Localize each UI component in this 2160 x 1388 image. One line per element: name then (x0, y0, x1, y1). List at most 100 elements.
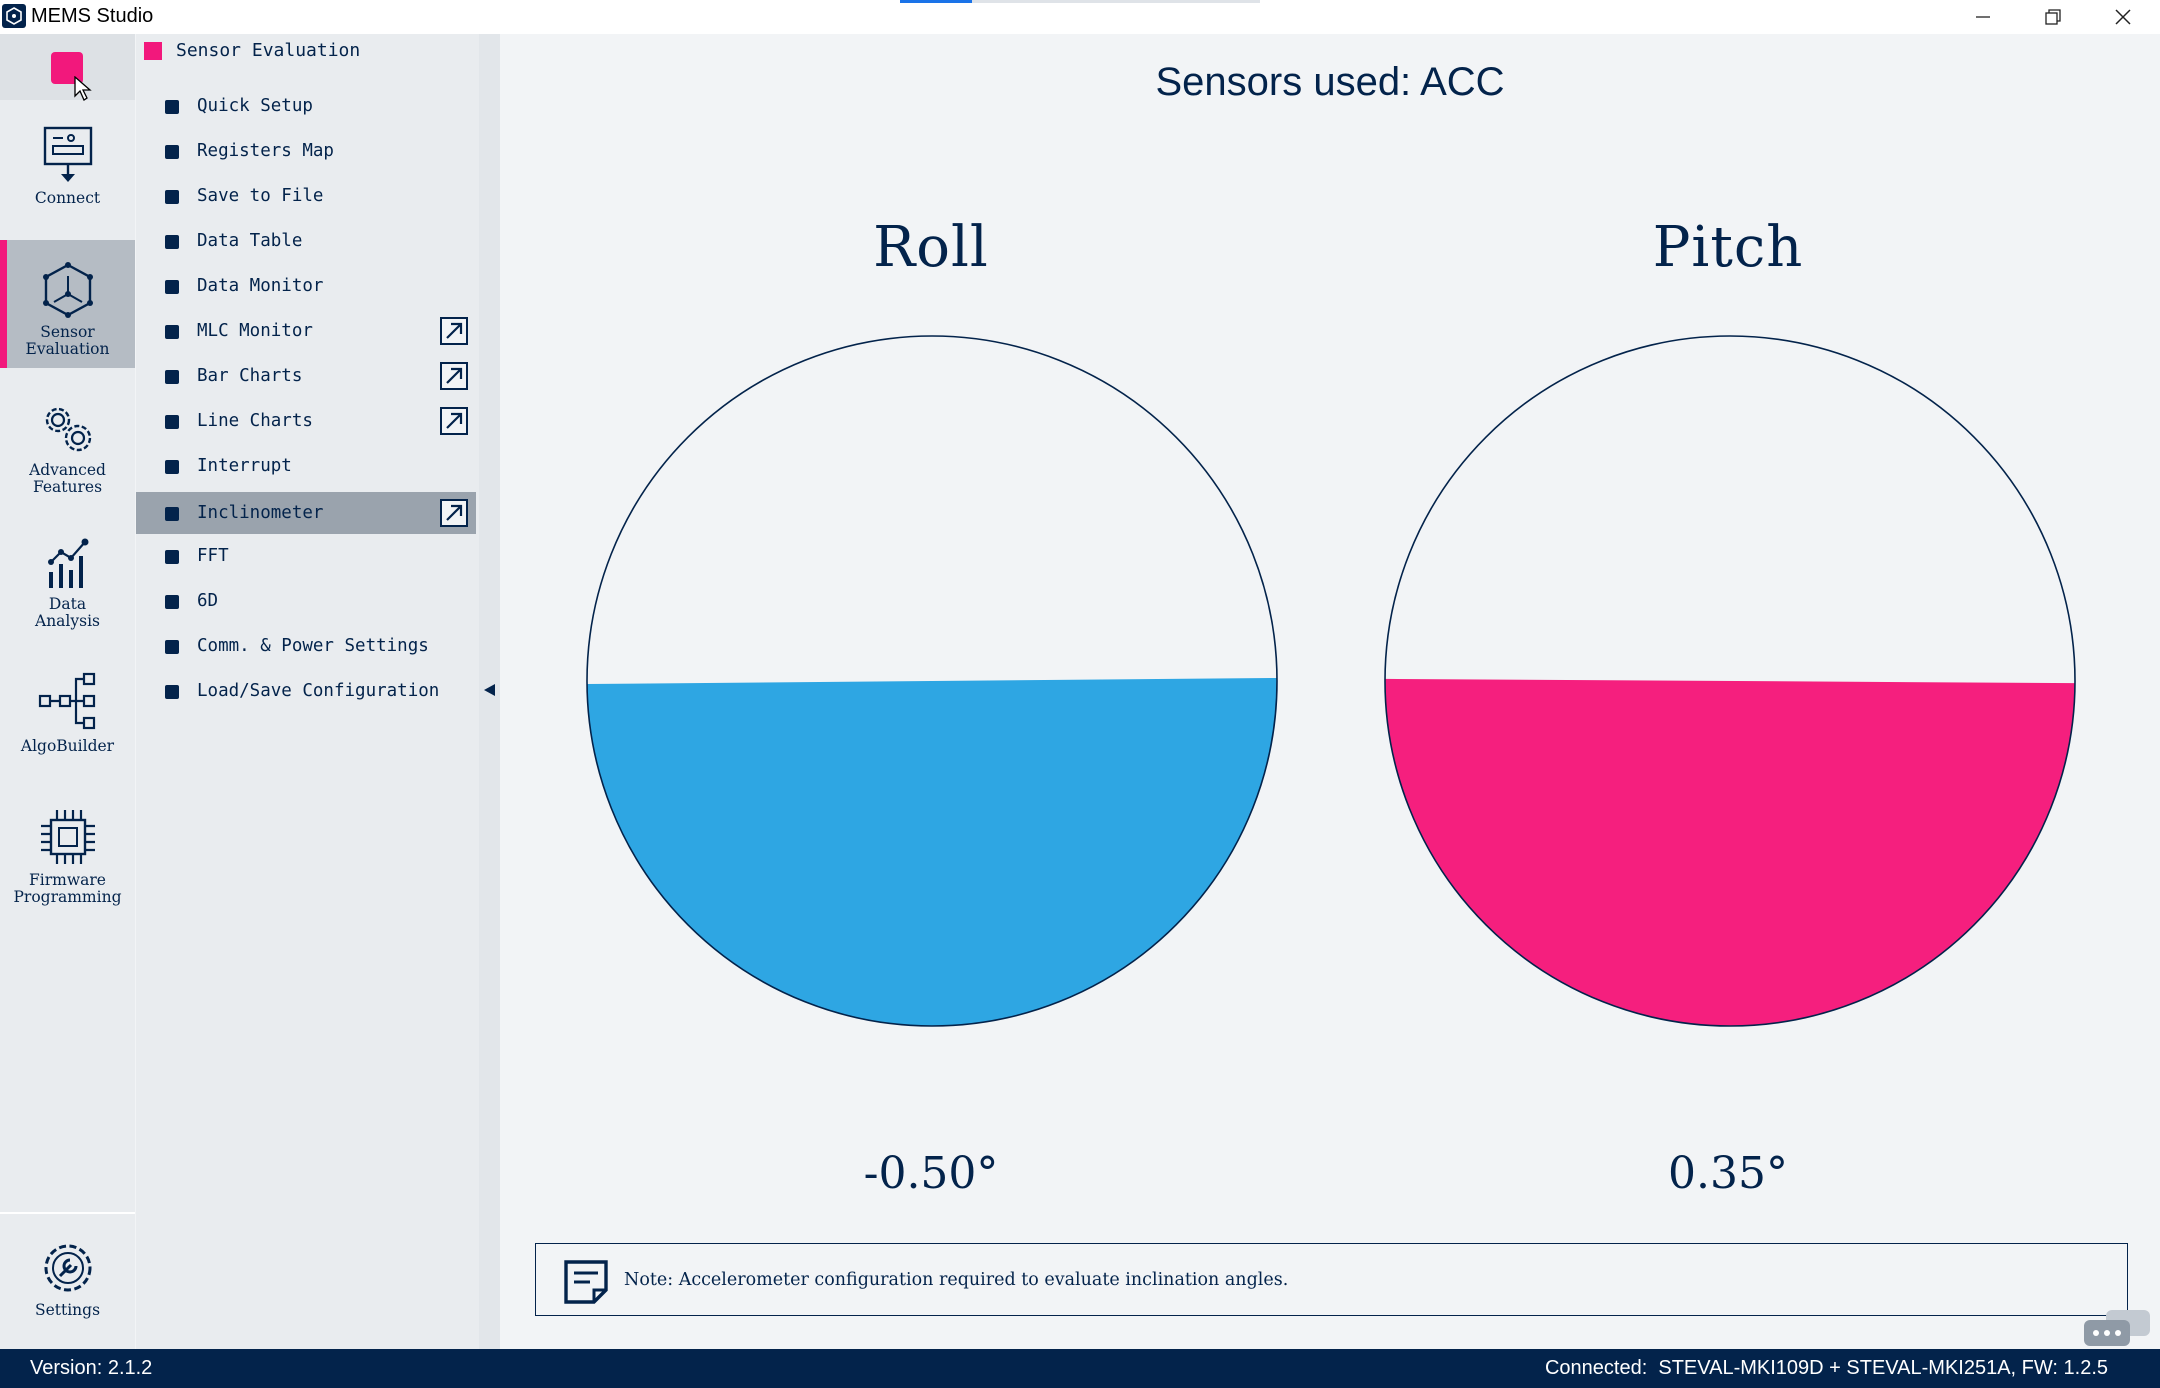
menu-item-label: Registers Map (197, 141, 334, 161)
bullet-icon (165, 595, 179, 609)
popout-button[interactable] (440, 362, 468, 390)
title-bar: MEMS Studio (0, 0, 2160, 34)
menu-item-fft[interactable]: FFT (136, 535, 476, 577)
bullet-icon (165, 685, 179, 699)
nav-algobuilder[interactable]: AlgoBuilder (0, 670, 135, 780)
menu-item-registers-map[interactable]: Registers Map (136, 130, 476, 172)
app-title: MEMS Studio (31, 5, 154, 27)
roll-level-fill (587, 677, 1277, 1026)
settings-wrench-icon (44, 1244, 91, 1292)
nav-advanced-features[interactable]: Advanced Features (0, 400, 135, 510)
note-box: Note: Accelerometer configuration requir… (535, 1243, 2128, 1316)
nav-connect[interactable]: Connect (0, 126, 135, 218)
minimize-button[interactable] (1948, 0, 2018, 34)
menu-item-bar-charts[interactable]: Bar Charts (136, 355, 476, 397)
bullet-icon (165, 415, 179, 429)
menu-item-label: 6D (197, 591, 219, 611)
sensors-used-heading: Sensors used: ACC (1155, 60, 1505, 104)
chip-icon (40, 810, 95, 864)
popout-button[interactable] (440, 317, 468, 345)
menu-item-label: Quick Setup (197, 96, 313, 116)
submenu-header: Sensor Evaluation (144, 40, 360, 61)
menu-item-label: Interrupt (197, 456, 292, 476)
close-button[interactable] (2088, 0, 2158, 34)
menu-item-mlc-monitor[interactable]: MLC Monitor (136, 310, 476, 352)
version-text: Version: 2.1.2 (30, 1357, 153, 1379)
menu-item-load-save-configuration[interactable]: Load/Save Configuration (136, 670, 476, 712)
nav-toggle-button[interactable] (0, 34, 135, 101)
algobuilder-icon (38, 672, 95, 730)
chat-bubble-icon[interactable] (2082, 1306, 2154, 1350)
nav-settings[interactable]: Settings (0, 1240, 135, 1336)
menu-item-quick-setup[interactable]: Quick Setup (136, 85, 476, 127)
roll-inclinometer-gauge (586, 335, 1278, 1027)
bullet-icon (165, 550, 179, 564)
menu-item-label: Bar Charts (197, 366, 303, 386)
nav-sensor-evaluation[interactable]: Sensor Evaluation (0, 240, 135, 368)
roll-value: -0.50° (863, 1148, 999, 1199)
menu-item-inclinometer[interactable]: Inclinometer (136, 492, 476, 534)
submenu-header-label: Sensor Evaluation (176, 40, 361, 61)
external-arrow-icon (446, 367, 463, 384)
external-arrow-icon (446, 504, 463, 521)
connection-status: Connected: STEVAL-MKI109D + STEVAL-MKI25… (1544, 1357, 2108, 1379)
roll-title: Roll (873, 215, 989, 280)
submenu-header-square-icon (144, 41, 162, 60)
popout-button[interactable] (440, 407, 468, 435)
nav-sensor-evaluation-label: Sensor Evaluation (25, 323, 110, 358)
pitch-level-fill (1385, 678, 2075, 1026)
minimize-icon (1976, 16, 1990, 18)
menu-item-label: Data Monitor (197, 276, 324, 296)
restore-button[interactable] (2018, 0, 2088, 34)
external-arrow-icon (446, 322, 463, 339)
bullet-icon (165, 370, 179, 384)
external-arrow-icon (446, 412, 463, 429)
pitch-gauge-outline (1384, 335, 2076, 1027)
nav-divider (0, 1212, 135, 1214)
nav-settings-label: Settings (34, 1301, 101, 1319)
connect-icon (43, 126, 92, 182)
menu-item-save-to-file[interactable]: Save to File (136, 175, 476, 217)
status-bar: Version: 2.1.2 Connected: STEVAL-MKI109D… (0, 1349, 2160, 1388)
restore-icon (2045, 9, 2061, 25)
bullet-icon (165, 325, 179, 339)
bullet-icon (165, 460, 179, 474)
gears-icon (45, 407, 91, 452)
popout-button[interactable] (440, 499, 468, 527)
menu-item-label: Data Table (197, 231, 303, 251)
nav-firmware-programming-label: Firmware Programming (13, 871, 122, 906)
menu-item-data-table[interactable]: Data Table (136, 220, 476, 262)
nav-advanced-features-label: Advanced Features (29, 461, 106, 496)
menu-item-label: FFT (197, 546, 229, 566)
menu-item-6d[interactable]: 6D (136, 580, 476, 622)
menu-item-label: Inclinometer (197, 503, 324, 523)
menu-item-interrupt[interactable]: Interrupt (136, 445, 476, 487)
bullet-icon (165, 640, 179, 654)
nav-data-analysis[interactable]: Data Analysis (0, 536, 135, 646)
bullet-icon (165, 100, 179, 114)
bullet-icon (165, 235, 179, 249)
menu-item-comm-power-settings[interactable]: Comm. & Power Settings (136, 625, 476, 667)
sensor-evaluation-icon (42, 262, 93, 318)
menu-item-label: Save to File (197, 186, 324, 206)
menu-item-label: Line Charts (197, 411, 313, 431)
note-text: Note: Accelerometer configuration requir… (624, 1270, 1289, 1290)
mouse-cursor-icon (74, 76, 92, 101)
menu-item-label: MLC Monitor (197, 321, 313, 341)
collapse-left-arrow-icon[interactable] (484, 684, 495, 696)
pitch-title: Pitch (1652, 215, 1804, 280)
pitch-value: 0.35° (1668, 1148, 1788, 1199)
app-logo-icon (2, 4, 26, 28)
menu-item-line-charts[interactable]: Line Charts (136, 400, 476, 442)
main-nav-bar: Connect Sensor Evaluation Advanced Featu… (0, 34, 135, 1349)
sensor-evaluation-submenu: Sensor Evaluation Quick Setup Registers … (136, 34, 479, 1349)
roll-gauge-outline (586, 335, 1278, 1027)
menu-item-data-monitor[interactable]: Data Monitor (136, 265, 476, 307)
bullet-icon (165, 280, 179, 294)
bullet-icon (165, 190, 179, 204)
nav-data-analysis-label: Data Analysis (35, 595, 100, 630)
data-analysis-icon (47, 538, 88, 588)
nav-connect-label: Connect (34, 189, 101, 207)
close-icon (2115, 9, 2131, 25)
nav-firmware-programming[interactable]: Firmware Programming (0, 808, 135, 918)
